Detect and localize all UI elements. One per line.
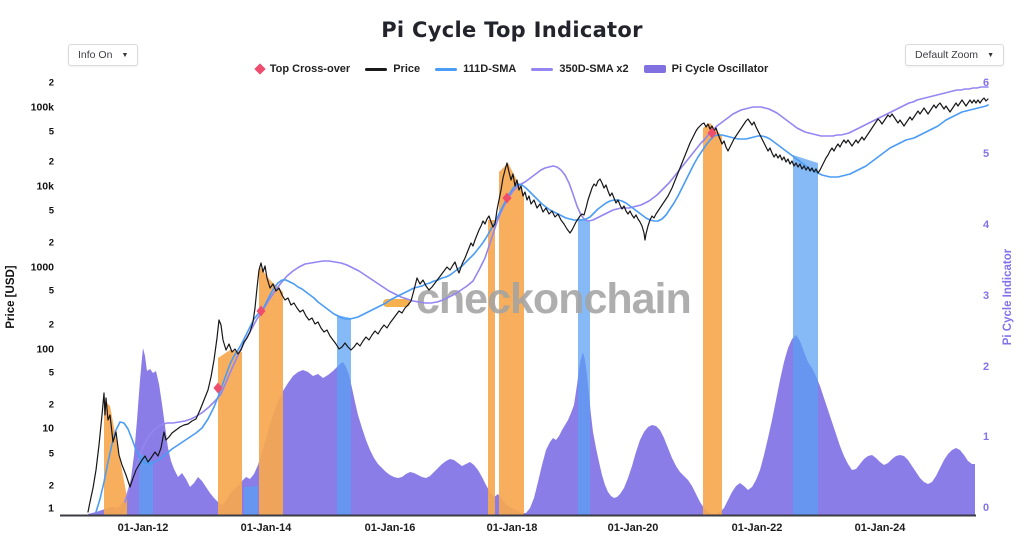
series-price [87, 97, 989, 513]
left-tick-label: 100 [36, 344, 54, 356]
thick-line-swatch-icon [643, 65, 666, 73]
top-crossover-zone [218, 350, 242, 515]
bottom-crossover-zone [139, 452, 153, 515]
left-tick-label: 1 [48, 503, 54, 515]
x-tick-label: 01-Jan-16 [365, 522, 416, 534]
left-tick-label: 2 [49, 481, 54, 492]
zoom-preset-label: Default Zoom [915, 49, 979, 61]
line-swatch-icon [531, 67, 554, 71]
legend-item-111d-sma[interactable]: 111D-SMA [435, 63, 516, 75]
legend-label: Price [393, 63, 421, 75]
legend-label: 111D-SMA [463, 63, 517, 75]
left-tick-label: 5 [49, 127, 55, 138]
top-crossover-marker [256, 305, 266, 317]
left-tick-label: 5 [49, 449, 55, 460]
top-crossover-marker [213, 382, 223, 394]
left-tick-label: 5 [49, 368, 55, 379]
left-tick-label: 100k [31, 102, 55, 114]
x-tick-label: 01-Jan-18 [487, 522, 538, 534]
top-crossover-zone [488, 220, 495, 515]
info-toggle-button[interactable]: Info On ▼ [68, 44, 139, 66]
bottom-crossover-zone [793, 155, 818, 515]
oscillator-area [88, 335, 975, 515]
x-tick-label: 01-Jan-22 [732, 522, 783, 534]
left-tick-label: 5 [49, 206, 55, 217]
top-crossover-zone [259, 266, 283, 515]
x-tick-label: 01-Jan-20 [608, 522, 659, 534]
legend: Top Cross-over Price 111D-SMA 350D-SMA x… [0, 63, 1024, 75]
left-tick-label: 2 [49, 157, 54, 168]
left-tick-label: 10 [42, 423, 54, 435]
right-tick-label: 1 [983, 431, 989, 443]
top-crossover-marker [502, 192, 512, 204]
info-toggle-label: Info On [78, 49, 113, 61]
watermark-text: checkonchain [416, 275, 691, 323]
line-swatch-icon [365, 67, 388, 71]
top-crossover-zone [499, 163, 524, 515]
legend-item-350d-sma-x2[interactable]: 350D-SMA x2 [531, 63, 629, 75]
x-tick-label: 01-Jan-14 [241, 522, 293, 534]
left-tick-label: 10k [36, 181, 54, 193]
legend-item-pi-cycle-oscillator[interactable]: Pi Cycle Oscillator [643, 63, 769, 75]
line-swatch-icon [435, 67, 458, 71]
chevron-down-icon: ▼ [987, 51, 994, 59]
top-crossover-zone [703, 123, 722, 515]
legend-item-top-crossover[interactable]: Top Cross-over [254, 63, 351, 75]
legend-label: 350D-SMA x2 [559, 63, 629, 75]
left-tick-label: 2 [49, 400, 54, 411]
left-tick-label: 1000 [31, 262, 55, 274]
left-tick-label: 2 [49, 320, 54, 331]
right-tick-label: 4 [983, 219, 990, 231]
page-title: Pi Cycle Top Indicator [381, 18, 643, 42]
top-crossover-marker [707, 127, 717, 139]
right-tick-label: 2 [983, 361, 989, 373]
right-tick-label: 0 [983, 502, 989, 514]
left-tick-label: 5 [49, 286, 55, 297]
series-350d-sma-x2 [124, 86, 989, 503]
left-tick-label: 2 [49, 238, 54, 249]
bottom-crossover-zone [244, 486, 258, 515]
legend-item-price[interactable]: Price [365, 63, 420, 75]
diamond-marker-icon [254, 63, 266, 75]
left-tick-label: 2 [49, 78, 54, 89]
legend-label: Top Cross-over [269, 63, 351, 75]
left-axis-title: Price [USD] [5, 265, 17, 328]
legend-label: Pi Cycle Oscillator [671, 63, 769, 75]
x-tick-label: 01-Jan-12 [118, 522, 169, 534]
right-axis-title: Pi Cycle Indicator [1002, 248, 1014, 345]
series-111d-sma [95, 104, 989, 513]
top-crossover-zone [104, 400, 127, 515]
x-tick-label: 01-Jan-24 [855, 522, 907, 534]
right-tick-label: 6 [983, 77, 989, 89]
bottom-crossover-zone [337, 315, 351, 515]
bottom-crossover-zone [578, 218, 590, 515]
right-tick-label: 5 [983, 148, 989, 160]
zoom-preset-dropdown[interactable]: Default Zoom ▼ [905, 44, 1004, 66]
right-tick-label: 3 [983, 290, 989, 302]
chevron-down-icon: ▼ [121, 51, 129, 59]
